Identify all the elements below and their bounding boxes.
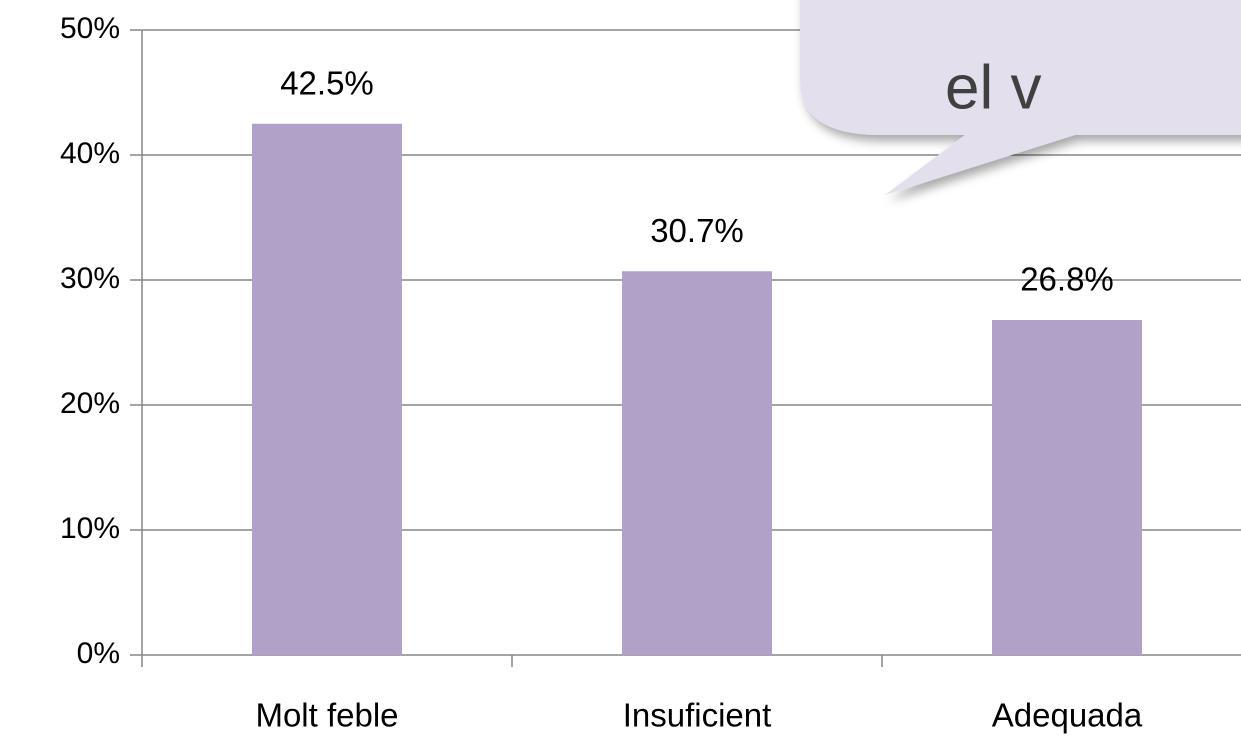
speech-bubble <box>800 0 1241 195</box>
annotation: el v <box>945 53 1041 122</box>
bar <box>622 271 772 655</box>
x-tick-label: Insuficient <box>623 697 772 734</box>
bar <box>992 320 1142 655</box>
y-tick-label: 10% <box>60 512 120 545</box>
data-label: 42.5% <box>280 64 374 101</box>
y-tick-label: 0% <box>77 637 120 670</box>
y-tick-label: 30% <box>60 262 120 295</box>
y-tick-label: 40% <box>60 137 120 170</box>
bar <box>252 123 402 655</box>
data-label: 26.8% <box>1020 261 1114 298</box>
x-tick-label: Molt feble <box>255 697 398 734</box>
plot-area: 0% 10% 20% 30% 40% 50% Molt feble 42.5% Insufici… <box>60 12 1241 734</box>
x-tick-label: Adequada <box>992 697 1143 734</box>
y-tick-label: 50% <box>60 12 120 45</box>
y-tick-label: 20% <box>60 387 120 420</box>
data-label: 30.7% <box>650 212 744 249</box>
